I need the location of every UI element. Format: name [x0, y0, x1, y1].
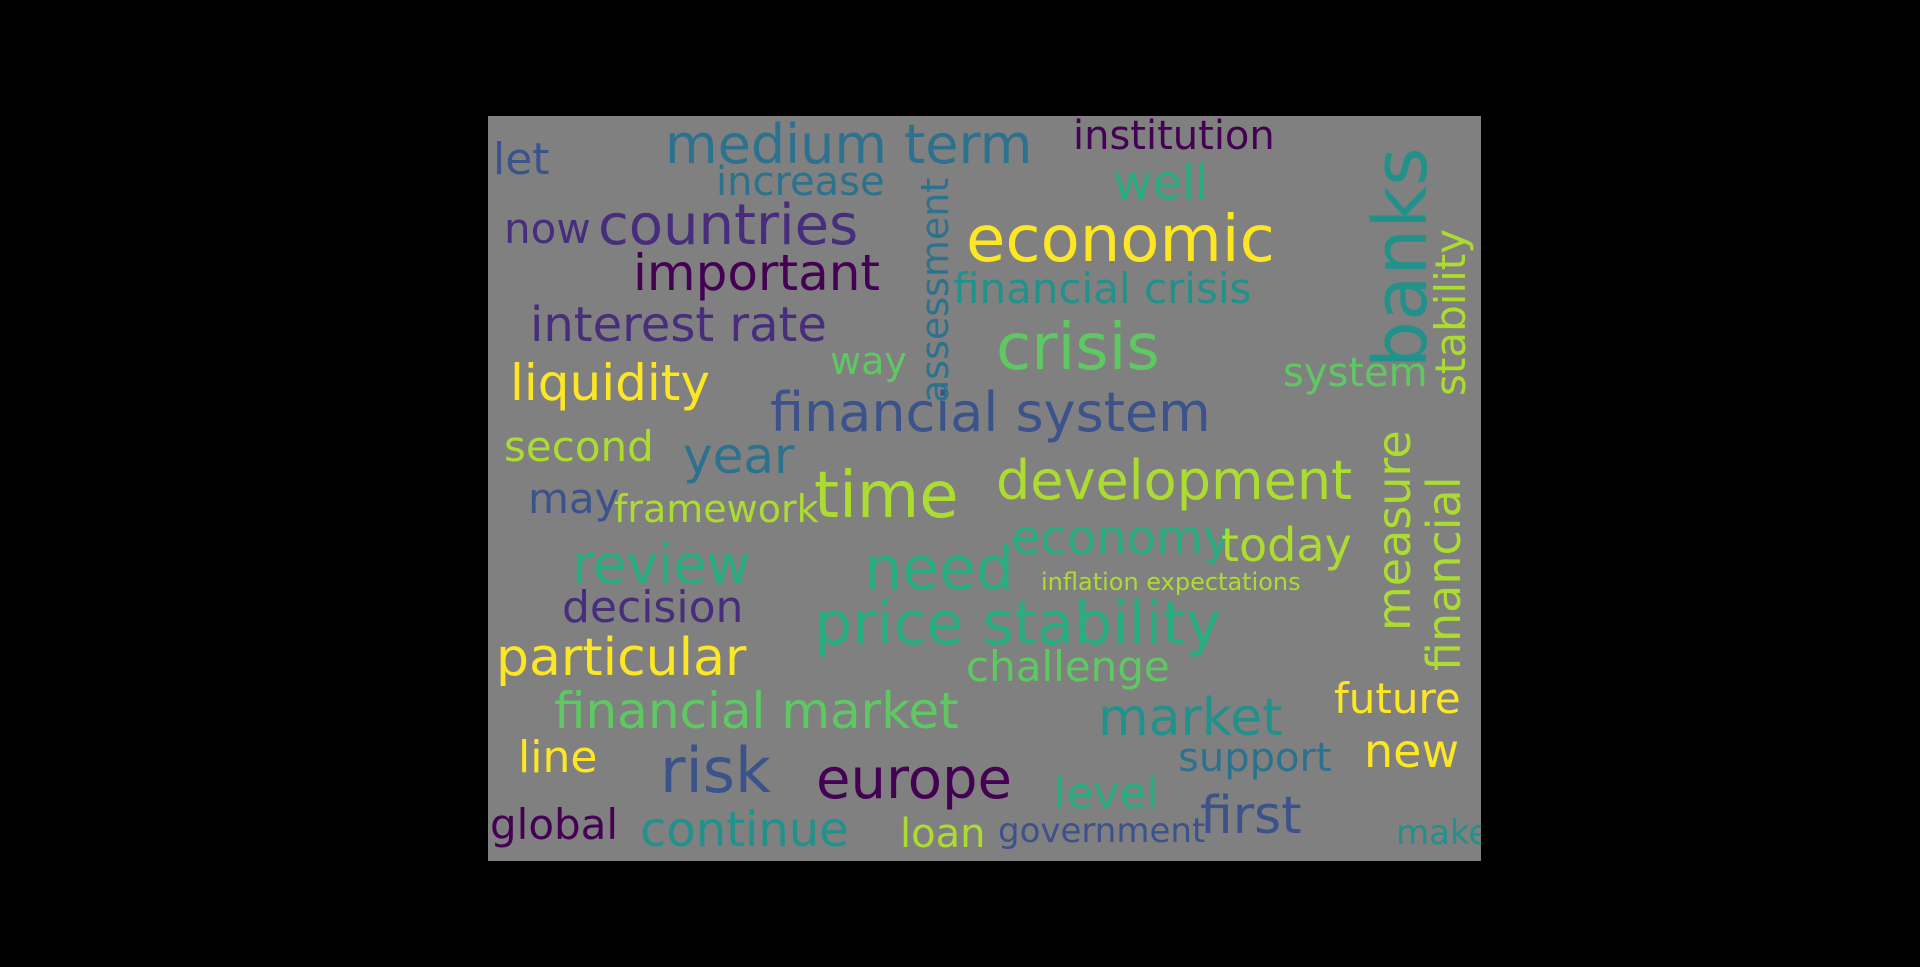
word-institution: institution	[1073, 116, 1275, 159]
word-may: may	[528, 474, 620, 523]
word-make: make	[1396, 813, 1481, 853]
word-price-stability: price stability	[814, 589, 1222, 659]
word-financial-system: financial system	[770, 381, 1211, 444]
word-support: support	[1178, 735, 1332, 781]
word-europe: europe	[816, 747, 1012, 812]
word-system: system	[1283, 350, 1428, 396]
word-development: development	[996, 449, 1353, 512]
word-framework: framework	[614, 487, 819, 531]
word-review: review	[572, 533, 751, 596]
word-government: government	[998, 811, 1206, 851]
word-stability: stability	[1426, 228, 1475, 396]
word-need: need	[864, 534, 1014, 604]
word-crisis: crisis	[996, 311, 1160, 385]
word-financial-market: financial market	[554, 682, 959, 740]
word-new: new	[1364, 724, 1460, 778]
word-particular: particular	[496, 628, 747, 688]
word-liquidity: liquidity	[510, 354, 710, 412]
word-year: year	[683, 427, 795, 485]
word-time: time	[814, 459, 959, 533]
word-continue: continue	[640, 802, 849, 858]
word-well: well	[1113, 155, 1209, 211]
word-important: important	[633, 244, 881, 302]
word-inflation-expectations: inflation expectations	[1041, 568, 1301, 596]
word-increase: increase	[716, 159, 885, 205]
word-loan: loan	[900, 811, 986, 857]
word-market: market	[1098, 688, 1283, 748]
word-future: future	[1334, 674, 1461, 723]
word-interest-rate: interest rate	[530, 297, 827, 353]
word-line: line	[518, 732, 598, 783]
word-financial-crisis: financial crisis	[953, 264, 1252, 313]
word-assessment: assessment	[913, 177, 957, 403]
word-now: now	[504, 204, 591, 253]
word-economic: economic	[966, 203, 1275, 277]
word-countries: countries	[598, 193, 859, 258]
word-global: global	[490, 800, 619, 849]
word-medium-term: medium term	[665, 116, 1033, 176]
word-level: level	[1054, 768, 1159, 819]
word-financial: financial	[1417, 476, 1471, 671]
word-let: let	[493, 134, 550, 185]
word-economy: economy	[1011, 510, 1232, 566]
word-way: way	[830, 339, 907, 383]
word-second: second	[504, 422, 654, 471]
word-cloud: medium term institution let increase wel…	[488, 116, 1481, 861]
word-today: today	[1221, 518, 1352, 572]
word-risk: risk	[660, 734, 771, 807]
word-decision: decision	[562, 582, 744, 633]
word-challenge: challenge	[966, 642, 1170, 691]
word-measure: measure	[1367, 430, 1421, 631]
word-first: first	[1200, 786, 1302, 846]
